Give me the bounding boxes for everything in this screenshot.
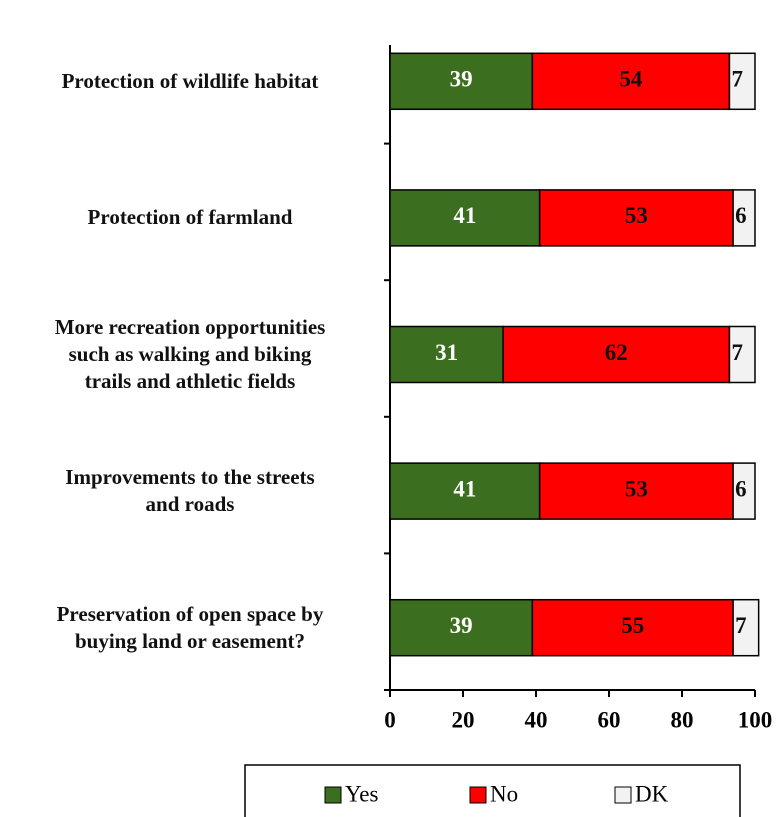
value-label: 7 (731, 67, 743, 92)
value-label: 7 (735, 613, 747, 638)
category-label: Protection of farmland (87, 205, 293, 230)
x-tick-label: 0 (384, 707, 396, 732)
bar-segment (389, 325, 504, 384)
value-label: 6 (735, 476, 747, 501)
value-label: 41 (453, 476, 476, 501)
value-label: 53 (625, 203, 648, 228)
bar-segment (389, 52, 534, 111)
bar-segment (389, 598, 534, 657)
value-label: 31 (435, 340, 458, 365)
value-label: 53 (625, 476, 648, 501)
bar-segment (538, 462, 734, 520)
bar-segment (389, 462, 541, 520)
bar-segment (531, 598, 734, 657)
bar-segment (732, 598, 760, 657)
bar-segment (732, 462, 756, 520)
bar-segment (531, 52, 731, 111)
x-tick-label: 40 (525, 707, 548, 732)
value-label: 54 (619, 67, 643, 92)
value-label: 41 (453, 203, 476, 228)
legend-swatch (469, 786, 487, 804)
value-label: 6 (735, 203, 747, 228)
legend-label: Yes (345, 781, 379, 806)
value-label: 39 (450, 67, 473, 92)
value-label: 62 (605, 340, 628, 365)
bar-segment (728, 325, 756, 384)
category-label: Protection of wildlife habitat (61, 68, 319, 93)
bar-segment (732, 189, 756, 247)
legend-label: DK (635, 781, 669, 806)
bar-segment (728, 52, 756, 111)
x-tick-label: 80 (671, 707, 694, 732)
x-tick-label: 100 (738, 707, 773, 732)
x-tick-label: 20 (452, 707, 475, 732)
value-label: 39 (450, 613, 473, 638)
legend-swatch (614, 786, 632, 804)
x-tick-label: 60 (598, 707, 621, 732)
value-label: 55 (621, 613, 644, 638)
value-label: 7 (731, 340, 743, 365)
category-label: Preservation of open space by buying lan… (56, 601, 324, 653)
category-label: More recreation opportunities such as wa… (54, 315, 326, 393)
legend-label: No (490, 781, 518, 806)
legend-swatch (324, 786, 342, 804)
category-label: Improvements to the streets and roads (65, 465, 315, 517)
